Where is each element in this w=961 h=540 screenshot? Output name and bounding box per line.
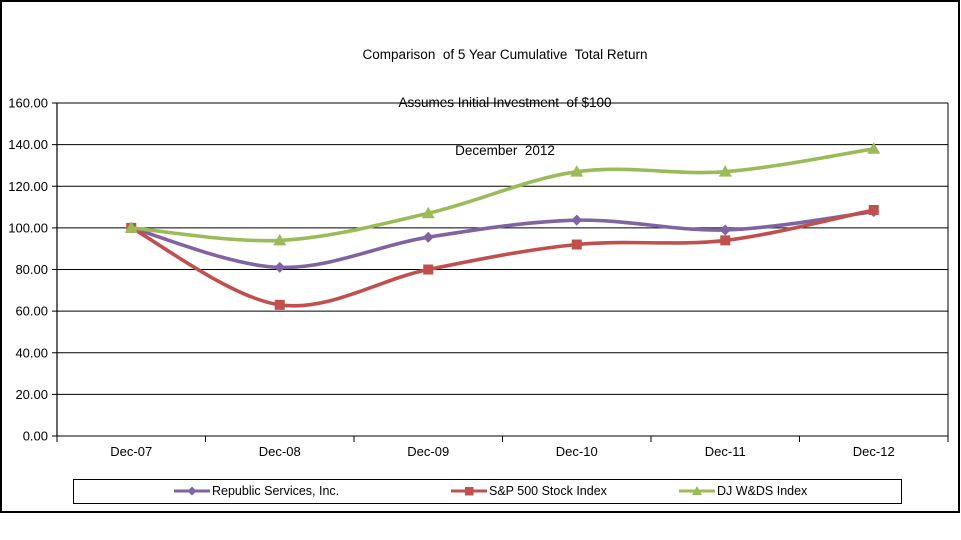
x-axis-label: Dec-07: [110, 444, 152, 459]
chart-frame-border: [0, 0, 960, 513]
legend-label: S&P 500 Stock Index: [489, 484, 607, 498]
y-axis-tick-label: 40.00: [15, 345, 48, 360]
x-axis-label: Dec-08: [259, 444, 301, 459]
chart-title-line-3: December 2012: [455, 143, 555, 158]
data-point-dj-w-ds-index-dec-07: [124, 221, 138, 233]
x-axis-label: Dec-12: [853, 444, 895, 459]
data-point-republic-services-inc-dec-08: [274, 261, 286, 273]
legend-diamond: [187, 486, 197, 496]
series-line-republic-services-inc: [129, 209, 876, 270]
data-point-republic-services-inc-dec-10: [571, 214, 583, 226]
legend-triangle: [692, 486, 702, 495]
y-axis-tick-label: 0.00: [23, 429, 48, 444]
legend-marker-square-icon: [451, 487, 487, 496]
y-axis-tick-label: 20.00: [15, 387, 48, 402]
x-axis-label: Dec-09: [407, 444, 449, 459]
legend-entry-djwds: DJ W&DS Index: [679, 482, 807, 500]
series-line-dj-w-ds-index: [129, 147, 876, 243]
legend-box: Republic Services, Inc. S&P 500 Stock In…: [73, 479, 902, 504]
y-axis-tick-label: 80.00: [15, 262, 48, 277]
legend-label: DJ W&DS Index: [717, 484, 808, 498]
legend-entry-sp500: S&P 500 Stock Index: [451, 482, 607, 500]
data-point-dj-w-ds-index-dec-09: [421, 206, 435, 219]
data-point-dj-w-ds-index-dec-10: [570, 165, 584, 177]
x-axis-label: Dec-10: [556, 444, 598, 459]
legend-marker-diamond-icon: [174, 486, 210, 496]
legend-marker-triangle-icon: [679, 486, 715, 495]
y-axis-tick-label: 100.00: [8, 220, 48, 235]
data-point-s-p-500-stock-index-dec-09: [423, 264, 434, 275]
series-line-s-p-500-stock-index: [129, 208, 876, 308]
y-axis-tick-label: 140.00: [8, 137, 48, 152]
data-point-dj-w-ds-index-dec-08: [273, 233, 287, 246]
legend-square: [465, 487, 474, 496]
y-axis-tick-label: 160.00: [8, 96, 48, 111]
data-point-dj-w-ds-index-dec-12: [867, 142, 881, 154]
data-point-dj-w-ds-index-dec-11: [718, 165, 732, 177]
data-point-s-p-500-stock-index-dec-12: [868, 204, 879, 215]
data-point-republic-services-inc-dec-11: [719, 224, 731, 236]
chart-title-line-1: Comparison of 5 Year Cumulative Total Re…: [362, 47, 648, 62]
y-axis-tick-label: 120.00: [8, 179, 48, 194]
legend-label: Republic Services, Inc.: [212, 484, 340, 498]
data-point-s-p-500-stock-index-dec-08: [274, 299, 285, 310]
y-axis-tick-label: 60.00: [15, 304, 48, 319]
data-point-s-p-500-stock-index-dec-11: [720, 235, 731, 246]
x-axis-label: Dec-11: [705, 444, 746, 459]
legend-entry-republic-services: Republic Services, Inc.: [174, 482, 339, 500]
data-point-s-p-500-stock-index-dec-10: [571, 239, 582, 250]
data-point-republic-services-inc-dec-09: [422, 231, 434, 243]
